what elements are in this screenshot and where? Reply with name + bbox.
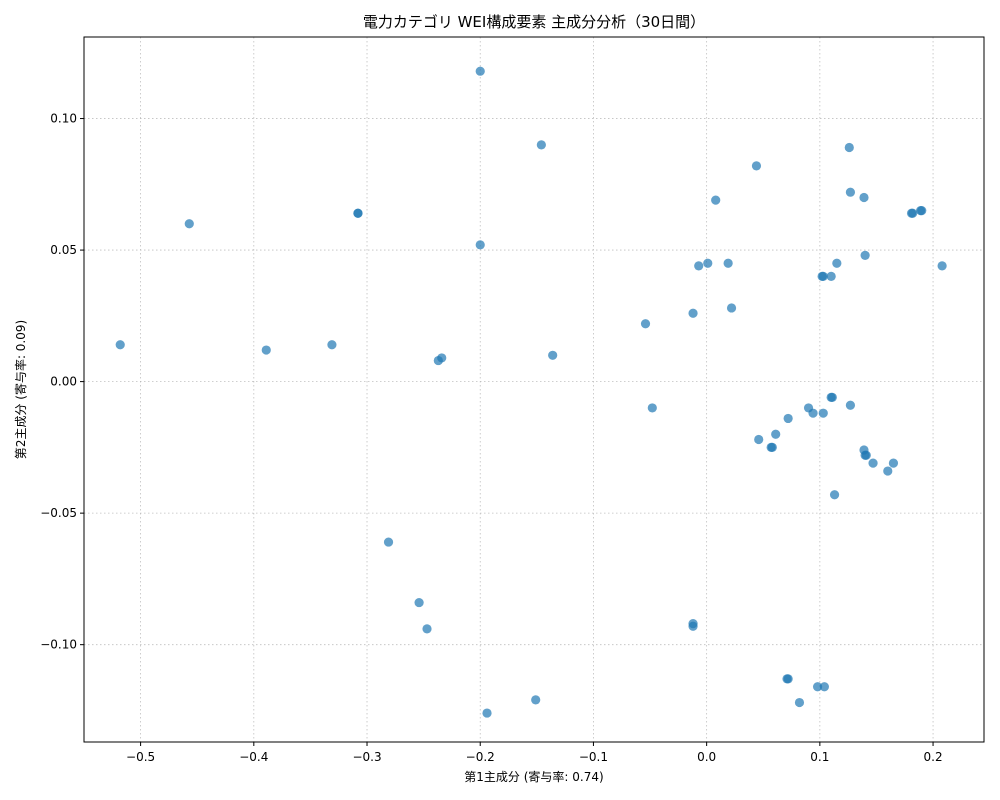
data-point [536,140,546,150]
data-point [861,450,871,460]
x-tick-label: −0.5 [126,750,155,764]
chart-title: 電力カテゴリ WEI構成要素 主成分分析（30日間） [363,13,705,31]
data-point [711,195,721,205]
data-point [860,250,870,260]
data-point [548,350,558,360]
data-point [767,442,777,452]
data-point [888,458,899,468]
data-point [437,353,447,363]
data-point [115,340,125,350]
y-tick-label: 0.00 [50,375,77,389]
data-point [859,192,869,203]
data-point [818,408,828,418]
data-point [475,66,485,76]
y-tick-label: 0.10 [50,112,77,126]
data-point [917,206,927,216]
data-point [726,303,737,313]
data-point [353,208,363,218]
data-point [482,708,492,718]
y-tick-label: 0.05 [50,243,77,257]
data-point [703,258,713,268]
x-tick-label: −0.3 [352,750,381,764]
data-point [845,187,856,197]
x-tick-label: 0.1 [810,750,829,764]
data-point [640,319,651,329]
data-point [688,621,698,631]
data-point [647,403,657,413]
y-axis-ticks: −0.10 −0.05 0.00 0.05 0.10 [40,112,84,652]
data-point [827,392,837,402]
data-point [783,674,793,684]
data-point [845,400,856,410]
data-point [826,271,836,281]
data-point [422,624,432,634]
data-points [115,66,947,718]
x-axis-label: 第1主成分 (寄与率: 0.74) [464,769,603,784]
data-point [184,219,194,229]
x-tick-label: 0.0 [697,750,716,764]
data-point [844,142,854,153]
data-point [818,271,828,281]
data-point [908,208,918,218]
data-point [475,240,485,250]
data-point [723,258,733,268]
data-point [694,261,704,271]
y-axis-label: 第2主成分 (寄与率: 0.09) [13,320,28,459]
data-point [261,345,271,355]
data-point [751,161,762,171]
x-axis-ticks: −0.5 −0.4 −0.3 −0.2 −0.1 0.0 0.1 0.2 [126,742,943,764]
data-point [883,466,893,476]
data-point [812,682,823,692]
data-point [383,537,394,547]
y-tick-label: −0.05 [40,506,77,520]
x-tick-label: 0.2 [924,750,943,764]
plot-frame [83,36,985,743]
data-point [688,308,698,318]
data-point [531,695,541,705]
data-point [783,413,793,424]
data-point [829,490,840,500]
x-tick-label: −0.2 [466,750,495,764]
data-point [794,697,805,708]
data-point [832,258,842,268]
data-point [414,597,424,608]
data-point [819,682,829,692]
data-point [808,408,818,418]
data-point [327,340,337,350]
grid-lines [84,37,984,742]
y-tick-label: −0.10 [40,638,77,652]
data-point [937,261,947,271]
x-tick-label: −0.1 [579,750,608,764]
data-point [754,434,764,445]
data-point [771,429,781,439]
x-tick-label: −0.4 [239,750,268,764]
data-point [868,458,878,468]
